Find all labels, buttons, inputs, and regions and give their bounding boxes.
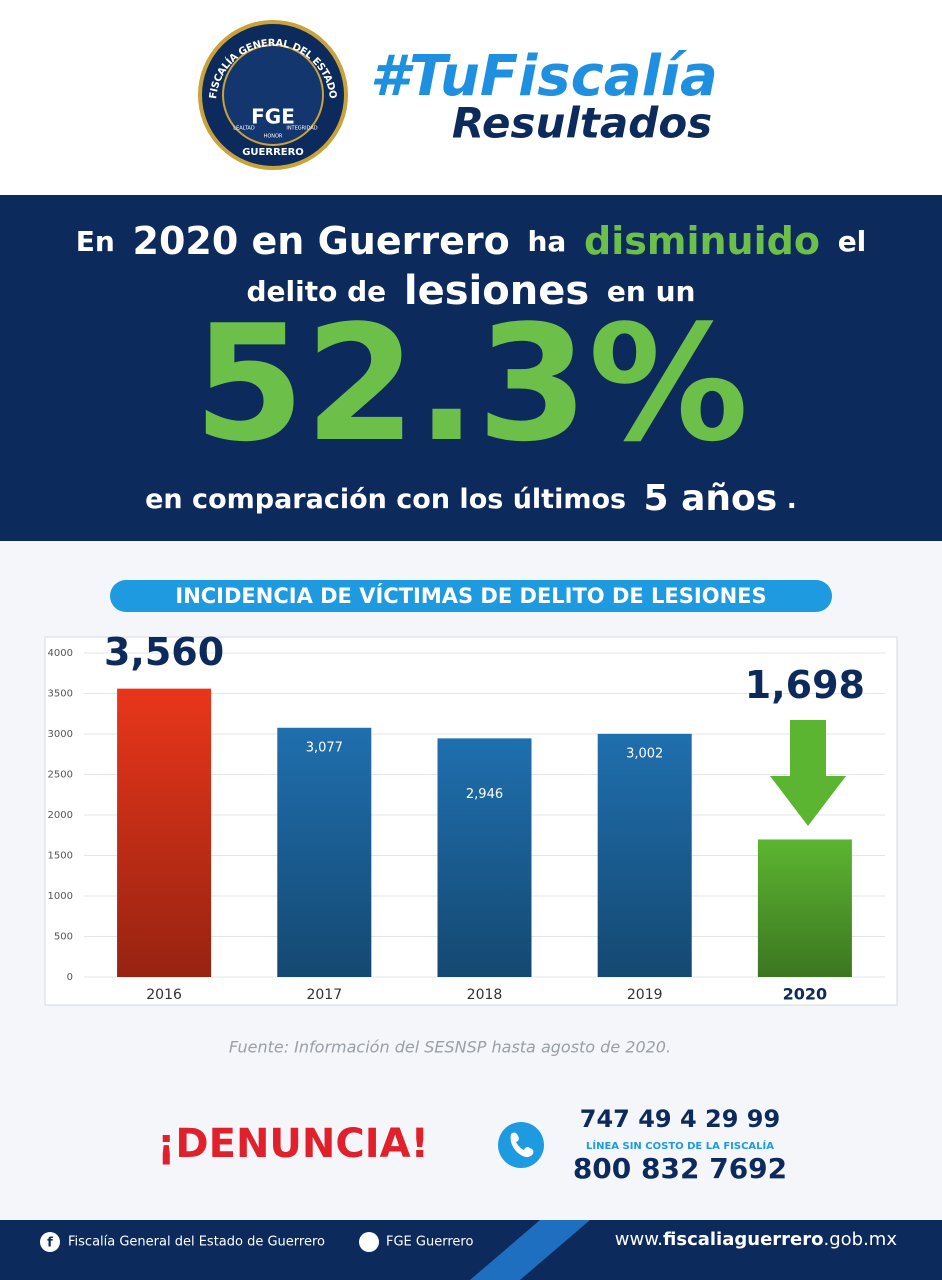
text: en comparación con los últimos [145,484,626,515]
subtitle: Resultados [452,99,712,148]
chart: 0 500 1000 1500 2000 2500 3000 3500 4000 2016 3,56… [48,630,885,1004]
twitter-icon [359,1232,379,1252]
value-label: 2,946 [466,787,503,802]
text: En [76,225,115,258]
banner-line: en comparación con los últimos 5 años . [145,478,797,519]
phone-glyph [510,1132,534,1158]
logo-motto: LEALTAD [233,126,255,132]
chart-title: INCIDENCIA DE VÍCTIMAS DE DELITO DE LESI… [175,583,766,608]
bar-shade [597,733,692,977]
facebook-icon [40,1232,60,1252]
value-label: 3,560 [104,630,224,674]
banner [0,195,942,541]
y-tick-label: 1500 [48,851,73,862]
text: lesiones [404,268,589,314]
value-label: 1,698 [745,663,865,707]
text: en un [607,275,696,308]
y-tick-label: 2500 [48,770,73,781]
text: 2020 en Guerrero [133,219,510,263]
bar-shade [117,688,212,977]
banner-figure: 52.3% [193,290,748,477]
phone: 747 49 4 29 99 [580,1105,780,1133]
y-tick-label: 4000 [48,648,73,659]
text: el [838,225,867,258]
text: disminuido [584,219,820,263]
logo: FISCALÍA GENERAL DEL ESTADO FGE LEALTAD … [198,20,348,170]
text: ha [527,225,566,258]
y-tick-label: 0 [67,972,73,983]
logo-motto: INTEGRIDAD [286,126,317,132]
header [0,0,942,195]
logo-bottom: GUERRERO [242,147,304,158]
x-tick-label: 2019 [627,987,663,1003]
banner-line: delito de lesiones en un [247,268,696,314]
text: .gob.mx [824,1229,898,1250]
twitter-link[interactable]: FGE Guerrero [386,1235,473,1250]
y-tick-label: 500 [54,932,73,943]
value-label: 3,002 [626,746,663,761]
down-arrow [770,720,846,826]
text: . [787,484,797,515]
footer [0,1220,942,1280]
x-tick-label: 2017 [306,987,342,1003]
denuncia: ¡DENUNCIA! [157,1121,429,1167]
phone-note: LÍNEA SIN COSTO DE LA FISCALÍA [586,1139,774,1152]
logo-motto: HONOR [264,134,283,140]
text: 5 años [644,478,778,519]
phone: 800 832 7692 [573,1152,787,1185]
bar-shade [437,738,532,977]
phone-icon [498,1122,544,1168]
bar-shade [757,839,852,977]
bar-shade [277,727,372,977]
x-tick-label: 2016 [146,987,182,1003]
facebook-link[interactable]: Fiscalía General del Estado de Guerrero [68,1235,325,1250]
y-tick-label: 3000 [48,729,73,740]
y-tick-label: 2000 [48,810,73,821]
text: www. [615,1229,663,1250]
y-tick-label: 3500 [48,689,73,700]
logo-center: FGE [251,105,295,129]
y-tick-label: 1000 [48,891,73,902]
facebook-glyph: f [47,1236,53,1251]
x-tick-label: 2020 [783,985,828,1004]
source: Fuente: Información del SESNSP hasta ago… [229,1038,671,1057]
chart-title-pill [110,580,832,612]
value-label: 3,077 [306,740,343,755]
x-tick-label: 2018 [467,987,503,1003]
hashtag: #TuFiscalía [370,44,718,109]
website[interactable]: www.fiscaliaguerrero.gob.mx [615,1229,898,1250]
text: delito de [247,275,387,308]
text: fiscaliaguerrero [663,1229,823,1250]
footer-stripe [470,1220,590,1280]
banner-line: En 2020 en Guerrero ha disminuido el [76,219,867,263]
